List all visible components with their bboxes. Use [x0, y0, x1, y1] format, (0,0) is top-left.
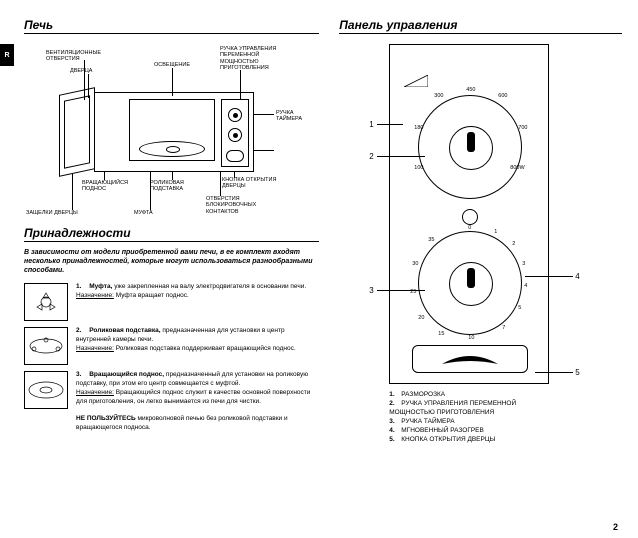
power-dial-icon	[228, 108, 242, 122]
acc-num: 1.	[76, 283, 81, 290]
callout-coupling: МУФТА	[134, 210, 153, 216]
acc-purpose: Роликовая подставка поддерживает вращающ…	[116, 345, 296, 352]
callout-lock-holes: ОТВЕРСТИЯ БЛОКИРОВОЧНЫХ КОНТАКТОВ	[206, 196, 256, 215]
tick-label: 100	[414, 165, 423, 171]
callout-door-btn: КНОПКА ОТКРЫТИЯ ДВЕРЦЫ	[222, 177, 276, 190]
callout-roller: РОЛИКОВАЯ ПОДСТАВКА	[150, 180, 184, 193]
accessory-text: 3. Вращающийся поднос, предназначенный д…	[76, 371, 319, 409]
tick-label: 2	[512, 241, 515, 247]
callout-latches: ЗАЩЕЛКИ ДВЕРЦЫ	[26, 210, 78, 216]
power-dial	[418, 95, 522, 199]
panel-title: Панель управления	[339, 18, 622, 34]
accessory-text: 1. Муфта, уже закрепленная на валу элект…	[76, 283, 306, 321]
legend-num: 4.	[389, 426, 401, 435]
leader-3: 3	[369, 286, 373, 295]
accessories-footer: НЕ ПОЛЬЗУЙТЕСЬ микроволновой печью без р…	[76, 415, 319, 432]
left-column: Печь ВЕНТИЛЯЦИОННЫЕ ОТВЕРСТИЯ ДВЕРЦА ОСВ…	[8, 18, 327, 528]
page: Печь ВЕНТИЛЯЦИОННЫЕ ОТВЕРСТИЯ ДВЕРЦА ОСВ…	[0, 0, 638, 538]
acc-num: 2.	[76, 327, 81, 334]
tick-label: 30	[412, 261, 418, 267]
legend-text: РУЧКА УПРАВЛЕНИЯ ПЕРЕМЕННОЙ МОЩНОСТЬЮ ПР…	[389, 400, 516, 416]
oven-diagram: ВЕНТИЛЯЦИОННЫЕ ОТВЕРСТИЯ ДВЕРЦА ОСВЕЩЕНИ…	[24, 40, 314, 220]
tick-label: 1	[494, 229, 497, 235]
leader-2: 2	[369, 152, 373, 161]
legend-num: 3.	[389, 417, 401, 426]
tick-label: 600	[498, 93, 507, 99]
callout-turntable: ВРАЩАЮЩИЙСЯ ПОДНОС	[82, 180, 128, 193]
callout-door: ДВЕРЦА	[70, 68, 92, 74]
callout-timer-knob: РУЧКА ТАЙМЕРА	[276, 110, 302, 123]
right-column: Панель управления 100 180 300 450 600 70…	[327, 18, 622, 528]
oven-section-title: Печь	[24, 18, 319, 34]
leader-4: 4	[575, 272, 579, 281]
accessory-text: 2. Роликовая подставка, предназначенная …	[76, 327, 319, 365]
legend-text: РУЧКА ТАЙМЕРА	[401, 418, 454, 425]
acc-num: 3.	[76, 371, 81, 378]
tick-label: 3	[522, 261, 525, 267]
acc-purpose-label: Назначение:	[76, 292, 114, 299]
tick-label: 700	[518, 125, 527, 131]
tick-label: 300	[434, 93, 443, 99]
indicator-dot	[462, 209, 478, 225]
footer-bold: НЕ ПОЛЬЗУЙТЕСЬ	[76, 415, 136, 422]
timer-dial	[418, 231, 522, 335]
tick-label: 7	[502, 325, 505, 331]
accessory-row: 3. Вращающийся поднос, предназначенный д…	[24, 371, 319, 409]
door-open-button	[412, 345, 528, 373]
tick-label: 180	[414, 125, 423, 131]
control-panel-box: 100 180 300 450 600 700 800W 0 1 2 3 4	[389, 44, 549, 384]
power-triangle-icon	[404, 75, 428, 87]
accessory-row: 2. Роликовая подставка, предназначенная …	[24, 327, 319, 365]
tick-label: 15	[438, 331, 444, 337]
legend-num: 2.	[389, 399, 401, 408]
accessory-row: 1. Муфта, уже закрепленная на валу элект…	[24, 283, 319, 321]
timer-dial-icon	[228, 128, 242, 142]
oven-body	[94, 92, 254, 172]
legend-num: 5.	[389, 435, 401, 444]
leader-5: 5	[575, 368, 579, 377]
tick-label: 450	[466, 87, 475, 93]
tick-label: 20	[418, 315, 424, 321]
acc-purpose-label: Назначение:	[76, 345, 114, 352]
tick-label: 0	[468, 225, 471, 231]
legend-text: КНОПКА ОТКРЫТИЯ ДВЕРЦЫ	[401, 436, 495, 443]
oven-tray	[139, 141, 205, 157]
legend-text: МГНОВЕННЫЙ РАЗОГРЕВ	[401, 427, 484, 434]
legend-text: РАЗМОРОЗКА	[401, 391, 445, 398]
oven-control-panel	[221, 99, 249, 167]
acc-purpose: Муфта вращает поднос.	[116, 292, 189, 299]
tick-label: 10	[468, 335, 474, 341]
coupling-icon	[24, 283, 68, 321]
oven-door-graphic	[59, 87, 95, 177]
leader-1: 1	[369, 120, 373, 129]
tick-label: 4	[524, 283, 527, 289]
callout-vents: ВЕНТИЛЯЦИОННЫЕ ОТВЕРСТИЯ	[46, 50, 101, 63]
accessories-intro: В зависимости от модели приобретенной ва…	[24, 248, 319, 275]
panel-legend: 1.РАЗМОРОЗКА 2.РУЧКА УПРАВЛЕНИЯ ПЕРЕМЕНН…	[389, 390, 622, 445]
side-tab: R	[0, 44, 14, 66]
tick-label: 5	[518, 305, 521, 311]
page-number: 2	[613, 522, 618, 532]
tick-label: 800W	[510, 165, 524, 171]
acc-purpose-label: Назначение:	[76, 389, 114, 396]
acc-desc: уже закрепленная на валу электродвигател…	[114, 283, 306, 290]
legend-num: 1.	[389, 390, 401, 399]
turntable-icon	[24, 371, 68, 409]
accessories-title: Принадлежности	[24, 226, 319, 242]
tick-label: 35	[428, 237, 434, 243]
acc-name: Муфта,	[89, 283, 112, 290]
roller-stand-icon	[24, 327, 68, 365]
panel-wrapper: 100 180 300 450 600 700 800W 0 1 2 3 4	[339, 44, 622, 384]
acc-name: Вращающийся поднос,	[89, 371, 164, 378]
acc-name: Роликовая подставка,	[89, 327, 160, 334]
door-button-icon	[226, 150, 244, 162]
callout-power-knob: РУЧКА УПРАВЛЕНИЯ ПЕРЕМЕННОЙ МОЩНОСТЬЮ ПР…	[220, 46, 276, 71]
